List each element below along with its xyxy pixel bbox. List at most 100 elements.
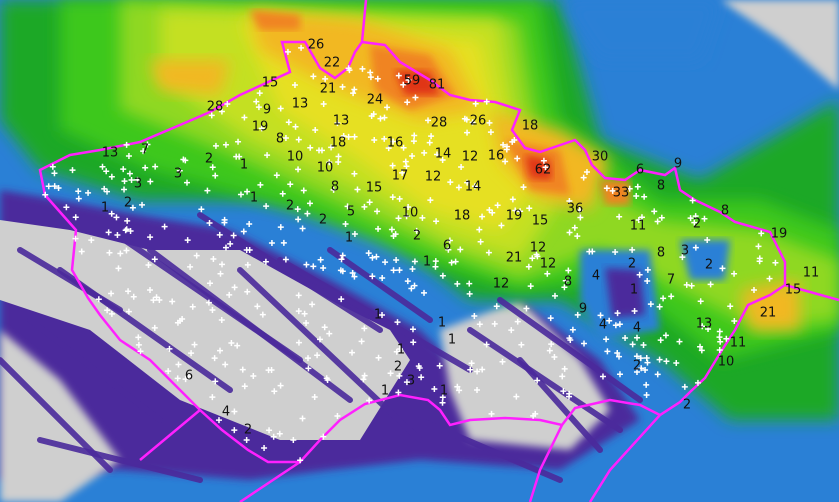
station-marker [345, 65, 352, 72]
station-marker [756, 255, 763, 262]
station-marker [390, 138, 397, 145]
station-marker [311, 393, 318, 400]
station-marker [546, 347, 553, 354]
station-marker [614, 349, 621, 356]
station-marker [373, 253, 380, 260]
station-marker [49, 163, 56, 170]
station-marker [124, 217, 131, 224]
station-marker [657, 337, 664, 344]
station-marker [694, 379, 701, 386]
rain-streak [197, 212, 383, 333]
station-value-label: 13 [333, 114, 350, 129]
station-value-label: 8 [276, 132, 284, 147]
station-marker [261, 445, 268, 452]
station-value-label: 4 [599, 318, 607, 333]
station-marker [320, 264, 327, 271]
station-marker [697, 298, 704, 305]
station-marker [297, 457, 304, 464]
station-marker [485, 249, 492, 256]
station-marker [137, 348, 144, 355]
mid-blue-band [680, 240, 730, 280]
station-marker [240, 228, 247, 235]
station-value-label: 11 [730, 336, 747, 351]
station-value-label: 7 [141, 143, 149, 158]
station-marker [244, 288, 251, 295]
station-marker [403, 379, 410, 386]
station-marker [390, 233, 397, 240]
station-marker [303, 261, 310, 268]
station-marker [474, 387, 481, 394]
station-value-label: 8 [331, 180, 339, 195]
station-marker [426, 139, 433, 146]
station-marker [409, 326, 416, 333]
station-marker [75, 188, 82, 195]
station-marker [467, 366, 474, 373]
station-marker [408, 285, 415, 292]
station-value-label: 9 [579, 302, 587, 317]
station-marker [500, 141, 507, 148]
station-value-label: 2 [394, 360, 402, 375]
station-marker [640, 342, 647, 349]
station-marker [705, 325, 712, 332]
station-marker [635, 217, 642, 224]
station-marker [534, 377, 541, 384]
station-value-label: 11 [630, 219, 647, 234]
station-marker [231, 284, 238, 291]
station-marker [273, 172, 280, 179]
station-marker [583, 168, 590, 175]
station-marker [692, 213, 699, 220]
station-marker [668, 293, 675, 300]
station-marker [207, 280, 214, 287]
station-marker [165, 368, 172, 375]
station-marker [494, 202, 501, 209]
station-marker [310, 263, 317, 270]
station-marker [375, 225, 382, 232]
station-marker [369, 273, 376, 280]
station-marker [108, 310, 115, 317]
station-value-label: 8 [721, 204, 729, 219]
station-marker [314, 352, 321, 359]
station-marker [644, 266, 651, 273]
station-marker [508, 327, 515, 334]
rain-streak [17, 247, 123, 313]
station-value-label: 18 [330, 136, 347, 151]
station-marker [458, 164, 465, 171]
station-value-label: 1 [440, 384, 448, 399]
station-marker [612, 249, 619, 256]
station-marker [235, 138, 242, 145]
station-marker [637, 355, 644, 362]
station-marker [185, 373, 192, 380]
station-marker [123, 141, 130, 148]
station-marker [412, 94, 419, 101]
station-marker [691, 219, 698, 226]
station-marker [334, 120, 341, 127]
station-marker [486, 119, 493, 126]
terrain-area [0, 220, 410, 440]
station-marker [342, 220, 349, 227]
country-border [528, 424, 564, 502]
station-marker [117, 250, 124, 257]
station-marker [502, 158, 509, 165]
station-marker [88, 237, 95, 244]
station-marker [358, 338, 365, 345]
station-value-label: 1 [630, 283, 638, 298]
station-value-label: 2 [319, 213, 327, 228]
station-value-label: 13 [696, 317, 713, 332]
station-marker [99, 163, 106, 170]
station-value-label: 3 [174, 167, 182, 182]
station-marker [304, 210, 311, 217]
station-marker [145, 261, 152, 268]
station-marker [403, 213, 410, 220]
station-marker [400, 81, 407, 88]
station-marker [256, 90, 263, 97]
station-marker [513, 393, 520, 400]
station-marker [299, 415, 306, 422]
station-marker [633, 334, 640, 341]
station-marker [139, 201, 146, 208]
station-value-label: 9 [263, 103, 271, 118]
station-marker [562, 277, 569, 284]
station-marker [221, 219, 228, 226]
station-value-label: 6 [636, 163, 644, 178]
station-marker [687, 215, 694, 222]
station-marker [439, 272, 446, 279]
